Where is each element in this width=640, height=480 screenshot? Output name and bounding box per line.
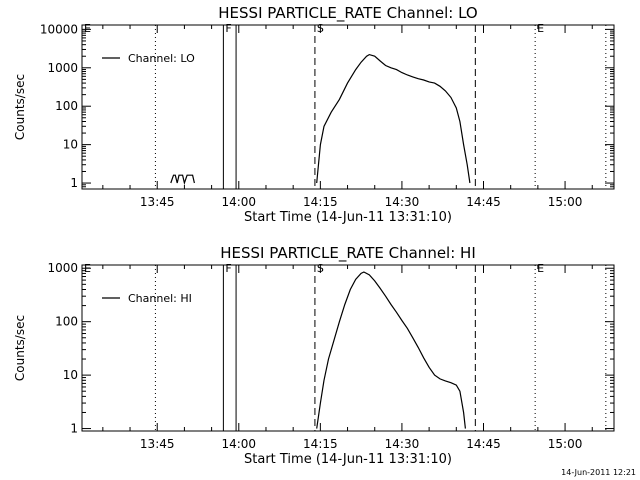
x-tick-label: 14:00 [221,437,256,451]
event-marker-label: E [84,22,91,35]
x-tick-label: 13:45 [140,195,175,209]
y-tick-label: 100 [55,315,78,329]
x-tick-label: 14:30 [385,437,420,451]
y-axis-label: Counts/sec [13,74,27,140]
y-tick-label: 1 [70,176,78,190]
chart-panel-0: HESSI PARTICLE_RATE Channel: LO 1 10 100 100… [13,4,615,225]
x-tick-label: 14:00 [221,195,256,209]
event-marker-label: F [225,22,231,35]
x-tick-label: 14:45 [466,437,501,451]
data-series-line [316,53,471,184]
x-tick-label: 15:00 [548,437,583,451]
y-tick-label: 10 [63,368,78,382]
event-marker-label: S [317,22,324,35]
y-tick-label: 1000 [47,261,78,275]
event-marker-label: E [537,262,544,275]
data-series-line [316,271,466,429]
event-marker-label: E [537,22,544,35]
x-tick-label: 13:45 [140,437,175,451]
x-tick-label: 14:45 [466,195,501,209]
y-tick-label: 10 [63,138,78,152]
data-series-line [170,174,195,186]
chart-panel-1: HESSI PARTICLE_RATE Channel: HI 1 10 100 100… [13,244,615,467]
y-tick-label: 1 [70,422,78,436]
event-marker-label: F [225,262,231,275]
x-axis-label: Start Time (14-Jun-11 13:31:10) [244,452,452,467]
x-axis-label: Start Time (14-Jun-11 13:31:10) [244,210,452,225]
chart-title: HESSI PARTICLE_RATE Channel: LO [218,4,477,23]
y-tick-label: 100 [55,99,78,113]
x-tick-label: 15:00 [548,195,583,209]
y-tick-label: 10000 [40,22,78,36]
y-axis-label: Counts/sec [13,315,27,381]
x-tick-label: 14:30 [385,195,420,209]
plot-timestamp: 14-Jun-2011 12:21 [561,468,636,477]
plot-frame [81,264,615,432]
y-tick-label: 1000 [47,61,78,75]
legend-label: Channel: LO [128,52,195,65]
x-tick-label: 14:15 [303,195,338,209]
x-tick-label: 14:15 [303,437,338,451]
event-marker-label: E [84,262,91,275]
chart-title: HESSI PARTICLE_RATE Channel: HI [220,244,476,263]
event-marker-label: S [317,262,324,275]
plot-frame [81,24,615,190]
legend-label: Channel: HI [128,292,192,305]
